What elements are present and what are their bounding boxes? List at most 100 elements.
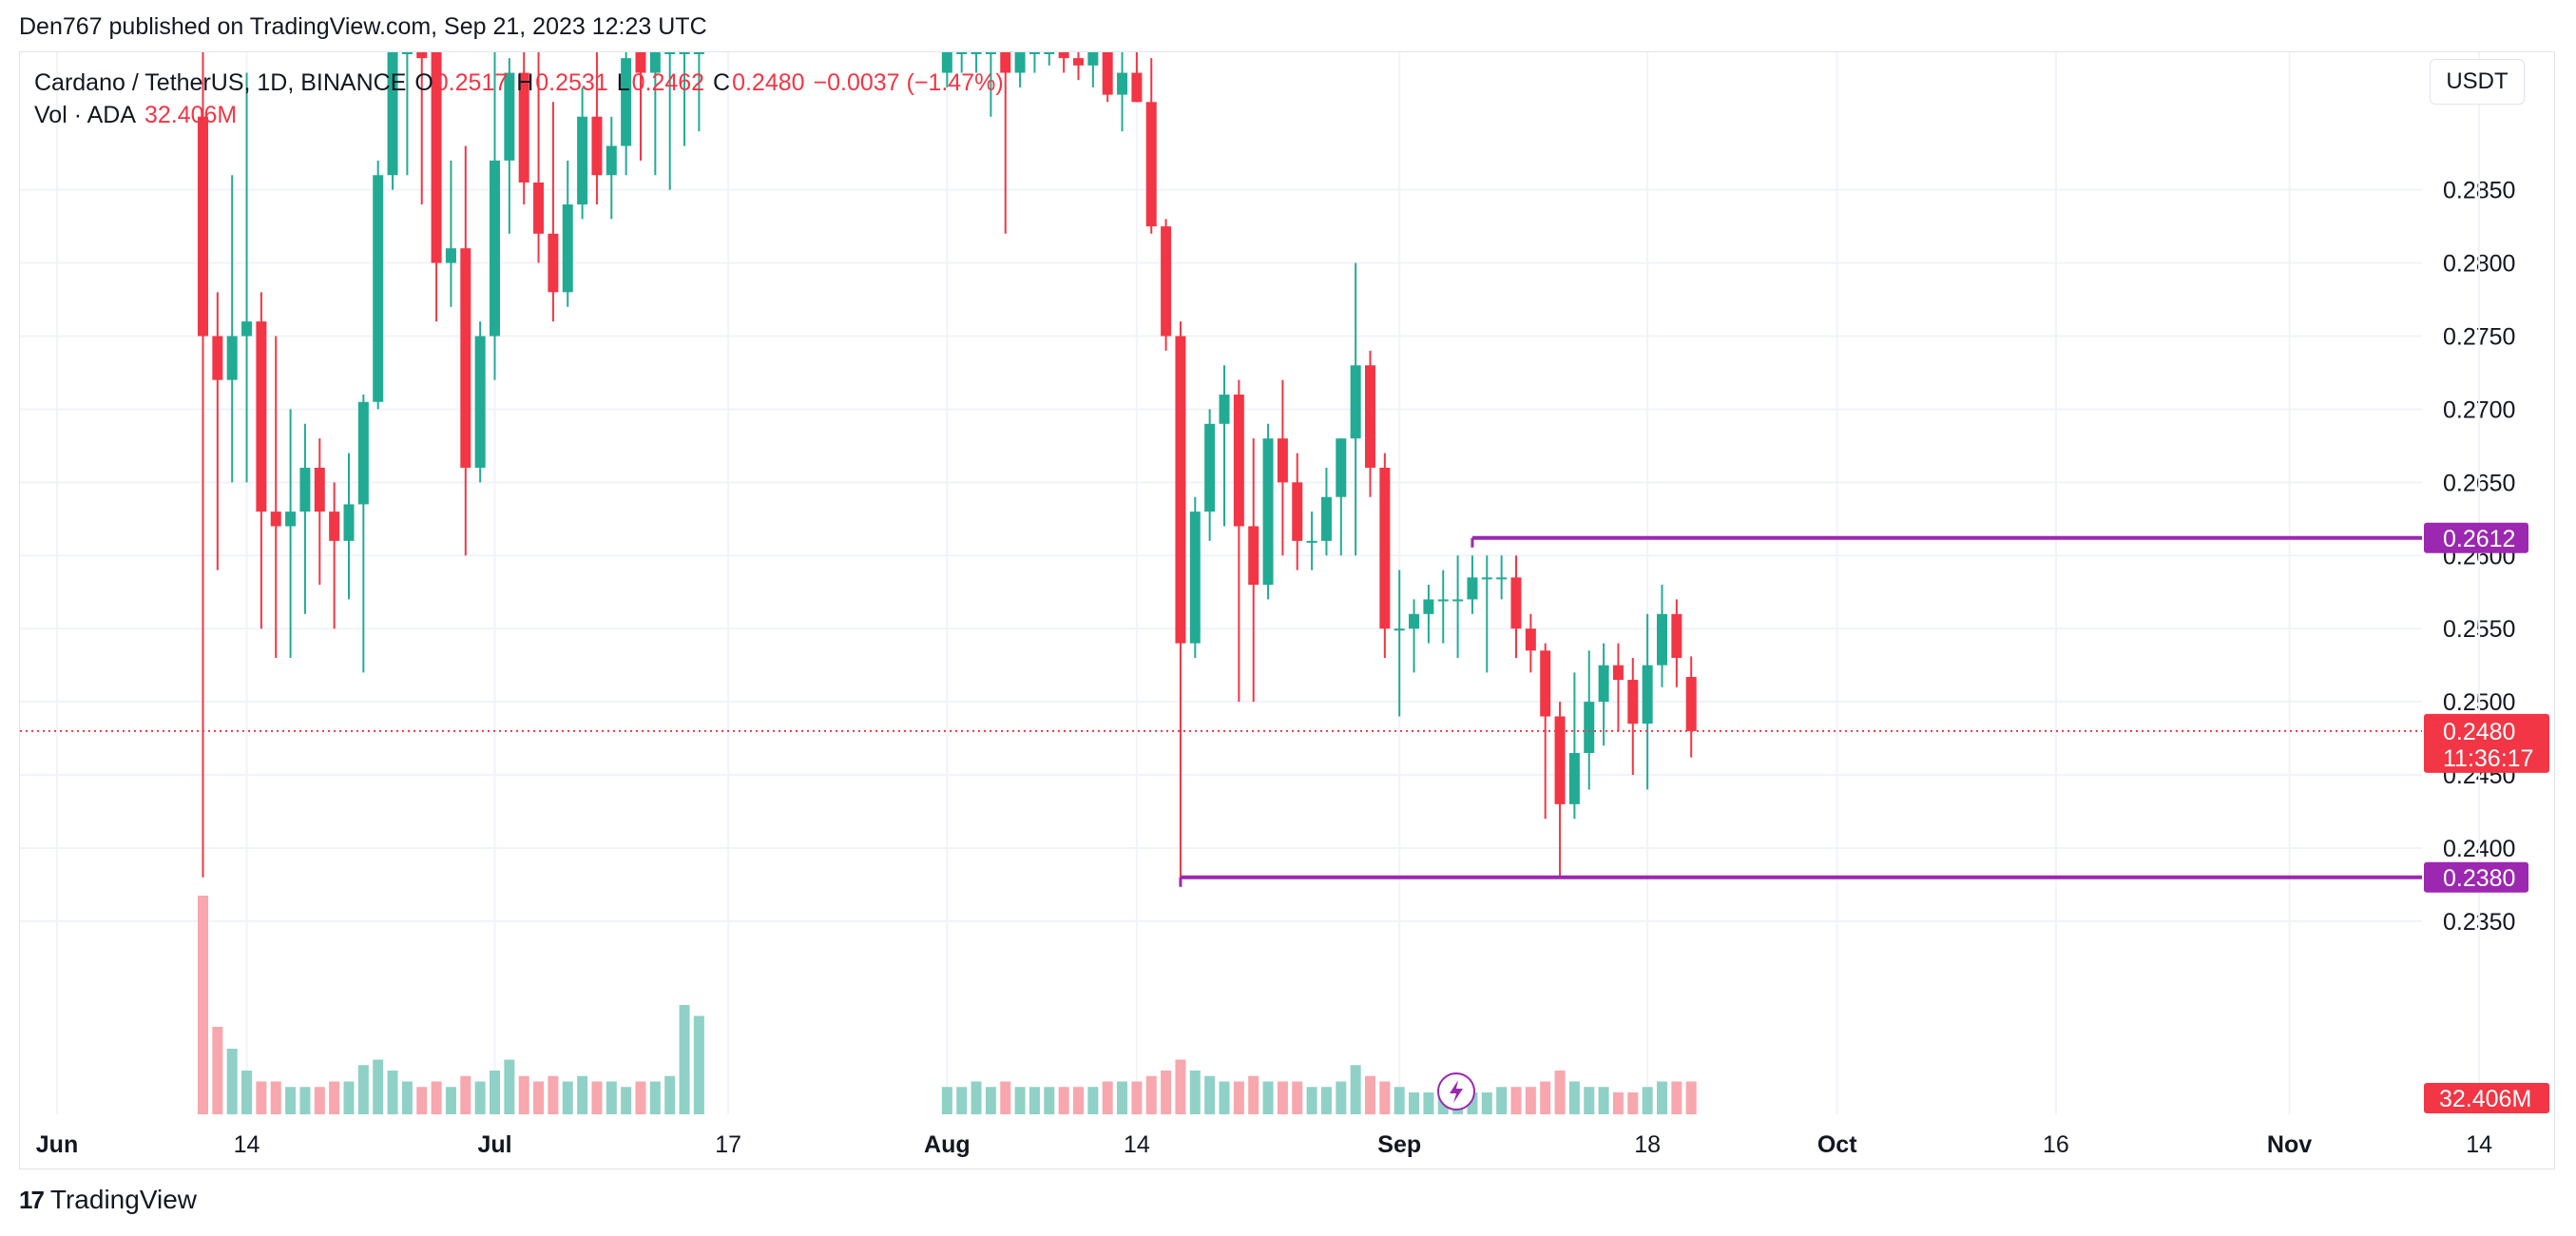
candle-body — [343, 504, 355, 541]
candle-body — [1219, 395, 1230, 424]
volume-bar — [314, 1087, 325, 1114]
candle-body — [971, 52, 982, 54]
candle-body — [1262, 438, 1274, 586]
candle-body — [1379, 467, 1391, 629]
legend-symbol: Cardano / TetherUS, 1D, BINANCE — [34, 69, 407, 96]
currency-button[interactable]: USDT — [2430, 59, 2525, 105]
candle-body — [357, 401, 369, 505]
volume-bar — [664, 1075, 676, 1114]
candle-body — [1598, 665, 1609, 703]
candle-body — [1306, 540, 1317, 543]
volume-bar — [1540, 1081, 1551, 1114]
volume-bar — [1510, 1087, 1522, 1114]
volume-bar — [329, 1081, 340, 1114]
candle-body — [431, 52, 442, 263]
volume-bar — [1627, 1092, 1639, 1114]
legend-volume-value: 32.406M — [144, 102, 238, 128]
candle-body — [1087, 52, 1099, 66]
legend-low-value: 0.2462 — [631, 69, 705, 96]
volume-bar — [1409, 1092, 1420, 1114]
volume-bar — [548, 1075, 559, 1114]
candle-body — [1117, 72, 1128, 95]
candle-body — [1131, 72, 1143, 103]
candle-body — [1248, 526, 1259, 586]
candle-body — [1554, 716, 1566, 804]
candle-body — [1437, 599, 1449, 602]
volume-bar — [431, 1081, 442, 1114]
candle-body — [1145, 102, 1157, 227]
volume-bar — [1568, 1081, 1580, 1114]
candle-body — [401, 52, 413, 54]
volume-bar — [649, 1081, 661, 1114]
candle-body — [1277, 438, 1288, 483]
candle-body — [1409, 613, 1420, 629]
candle-body — [416, 52, 428, 59]
volume-bar — [1657, 1081, 1667, 1114]
volume-bar — [1671, 1081, 1682, 1114]
volume-bar — [270, 1081, 281, 1114]
footer-brand: 17 TradingView — [19, 1185, 197, 1215]
candle-body — [591, 116, 603, 176]
candlestick-chart[interactable]: 0.23500.24000.24500.25000.25500.26000.26… — [0, 0, 2576, 1179]
candle-body — [299, 467, 311, 512]
tradingview-logo-icon: 17 — [19, 1185, 45, 1214]
volume-bar — [387, 1071, 398, 1114]
volume-value-tag — [2424, 1083, 2549, 1113]
candle-body — [1671, 613, 1682, 658]
volume-bar — [1394, 1087, 1405, 1114]
x-tick-label: 17 — [715, 1131, 741, 1158]
x-tick-label: Jun — [36, 1131, 78, 1158]
volume-bar — [971, 1081, 982, 1114]
candle-body — [1642, 665, 1653, 724]
candle-body — [1233, 395, 1244, 527]
volume-bar — [460, 1075, 471, 1114]
volume-bar — [1525, 1087, 1536, 1114]
volume-bar — [1262, 1081, 1274, 1114]
volume-bar — [1336, 1081, 1347, 1114]
volume-bar — [1161, 1071, 1172, 1114]
candle-body — [1189, 512, 1201, 644]
volume-bar — [226, 1049, 238, 1114]
candle-body — [504, 72, 515, 161]
x-tick-label: 18 — [1634, 1131, 1661, 1158]
volume-bar — [1102, 1081, 1113, 1114]
x-tick-label: Sep — [1377, 1131, 1421, 1158]
volume-bar — [1044, 1087, 1055, 1114]
volume-bar — [357, 1065, 369, 1114]
volume-bar — [1131, 1081, 1143, 1114]
candle-body — [1394, 628, 1405, 631]
candle-body — [445, 248, 456, 263]
volume-bar — [1087, 1087, 1099, 1114]
candle-body — [198, 116, 208, 337]
candle-body — [1510, 577, 1522, 629]
candle-body — [1204, 423, 1216, 512]
volume-bar — [1612, 1092, 1624, 1114]
candle-body — [985, 52, 996, 54]
lightning-icon[interactable] — [1437, 1072, 1475, 1110]
candle-body — [1685, 676, 1697, 731]
legend-high-value: 0.2531 — [535, 69, 608, 96]
legend-low-label: L — [616, 69, 630, 96]
legend-close-value: 0.2480 — [732, 69, 805, 96]
candle-body — [649, 52, 661, 73]
candle-body — [562, 204, 573, 293]
volume-bar — [518, 1075, 529, 1114]
volume-bar — [679, 1005, 690, 1114]
candle-body — [1452, 599, 1464, 602]
candle-body — [256, 321, 267, 512]
candle-body — [270, 512, 281, 527]
publisher-line: Den767 published on TradingView.com, Sep… — [19, 13, 707, 40]
candle-body — [474, 336, 486, 468]
level-price-label: 0.2612 — [2443, 526, 2515, 552]
legend-open-value: 0.2517 — [434, 69, 509, 96]
volume-bar — [1292, 1081, 1303, 1114]
volume-bar — [1145, 1075, 1157, 1114]
volume-bar — [591, 1081, 603, 1114]
volume-bar — [1233, 1081, 1244, 1114]
candle-body — [212, 336, 223, 380]
candle-body — [679, 52, 690, 54]
candle-body — [1612, 665, 1624, 681]
candle-body — [1657, 613, 1667, 666]
candle-body — [1365, 365, 1375, 468]
x-tick-label: 14 — [1124, 1131, 1150, 1158]
